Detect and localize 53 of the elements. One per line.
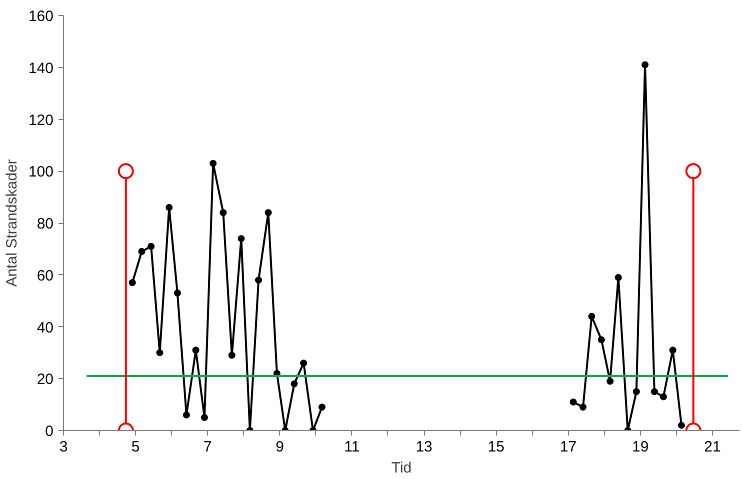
y-tick-label: 160 [28, 8, 54, 25]
point [228, 352, 236, 359]
point [264, 209, 272, 216]
x-tick-label: 11 [344, 438, 360, 456]
point [650, 388, 658, 396]
y-tick-label: 0 [45, 423, 54, 440]
point [200, 414, 208, 422]
point [660, 393, 667, 400]
x-tick-label: 17 [560, 438, 577, 456]
point [238, 235, 245, 242]
y-tick-label: 20 [36, 371, 54, 388]
x-tick-label: 15 [488, 438, 504, 456]
point [148, 242, 155, 250]
point [642, 61, 649, 68]
x-tick-label: 5 [131, 438, 140, 456]
x-tick-label: 7 [204, 438, 212, 456]
y-tick-label: 80 [36, 216, 54, 232]
x-tick-label: 13 [416, 438, 432, 456]
x-tick-label: 3 [59, 438, 68, 456]
point [156, 349, 164, 356]
point [220, 209, 227, 216]
y-tick-label: 60 [36, 267, 54, 284]
y-tick-label: 140 [28, 60, 54, 77]
y-axis-title: Antal Strandskader [3, 159, 20, 287]
point [210, 160, 217, 167]
point [588, 312, 596, 320]
point [290, 380, 298, 388]
x-tick-label: 21 [704, 438, 721, 456]
point [318, 404, 326, 411]
point [570, 398, 577, 406]
point [138, 248, 146, 256]
point [255, 276, 262, 284]
point [580, 404, 587, 411]
point [632, 388, 640, 396]
x-axis-title: Tid [391, 460, 412, 476]
point [182, 411, 190, 418]
point [685, 163, 702, 180]
point [614, 274, 622, 281]
point [669, 346, 676, 354]
point [606, 378, 614, 385]
point [174, 290, 181, 297]
point [678, 422, 685, 429]
y-tick-label: 120 [28, 112, 54, 129]
point [118, 163, 134, 180]
x-tick-label: 19 [632, 438, 649, 456]
point [166, 204, 173, 211]
y-tick-label: 40 [36, 319, 54, 336]
point [128, 279, 136, 286]
point [598, 336, 605, 344]
x-tick-label: 9 [276, 438, 284, 456]
point [300, 360, 308, 367]
point [192, 346, 200, 354]
y-tick-label: 100 [28, 164, 54, 181]
